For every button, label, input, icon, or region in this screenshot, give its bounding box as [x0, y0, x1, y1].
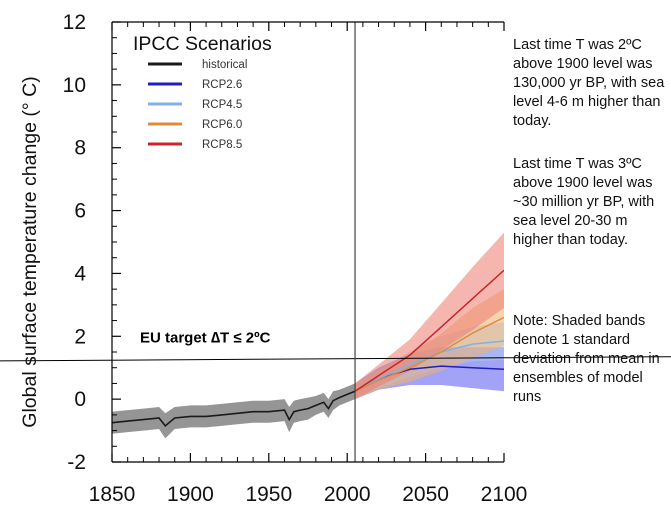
note-3c-paleo: Last time T was 3ºC above 1900 level was… — [513, 156, 655, 248]
note-shaded-bands: Note: Shaded bands denote 1 standard dev… — [513, 313, 660, 405]
x-tick-label: 1900 — [167, 483, 214, 506]
legend-label-historical: historical — [202, 59, 247, 71]
series-line-historical — [112, 390, 356, 428]
y-tick-label: 12 — [63, 11, 86, 34]
legend-title: IPCC Scenarios — [133, 33, 272, 55]
y-tick-label: 6 — [74, 200, 86, 223]
note-2c-paleo: Last time T was 2ºC above 1900 level was… — [513, 37, 665, 129]
x-tick-label: 2100 — [481, 483, 528, 506]
x-tick-label: 1850 — [89, 483, 136, 506]
legend-label-rcp6-0: RCP6.0 — [202, 119, 242, 131]
y-tick-label: 8 — [74, 137, 86, 160]
y-tick-label: 2 — [74, 325, 86, 348]
series-line-rcp8-5 — [354, 269, 504, 392]
x-tick-label: 2050 — [402, 483, 449, 506]
x-tick-label: 1950 — [245, 483, 292, 506]
legend-label-rcp8-5: RCP8.5 — [202, 139, 242, 151]
legend-label-rcp2-6: RCP2.6 — [202, 79, 242, 91]
y-tick-label: 10 — [63, 74, 86, 97]
eu-target-label: EU target ∆T ≤ 2ºC — [140, 330, 271, 347]
band-rcp8-5 — [355, 232, 504, 400]
plot-area — [112, 232, 504, 439]
series-line-rcp6-0 — [354, 316, 504, 392]
y-tick-label: 0 — [74, 388, 86, 411]
y-axis-label: Global surface temperature change (° C) — [19, 76, 41, 427]
x-tick-label: 2000 — [324, 483, 371, 506]
band-historical — [112, 383, 355, 439]
y-tick-label: 4 — [74, 262, 86, 285]
y-tick-label: -2 — [67, 451, 86, 474]
legend-label-rcp4-5: RCP4.5 — [202, 99, 242, 111]
